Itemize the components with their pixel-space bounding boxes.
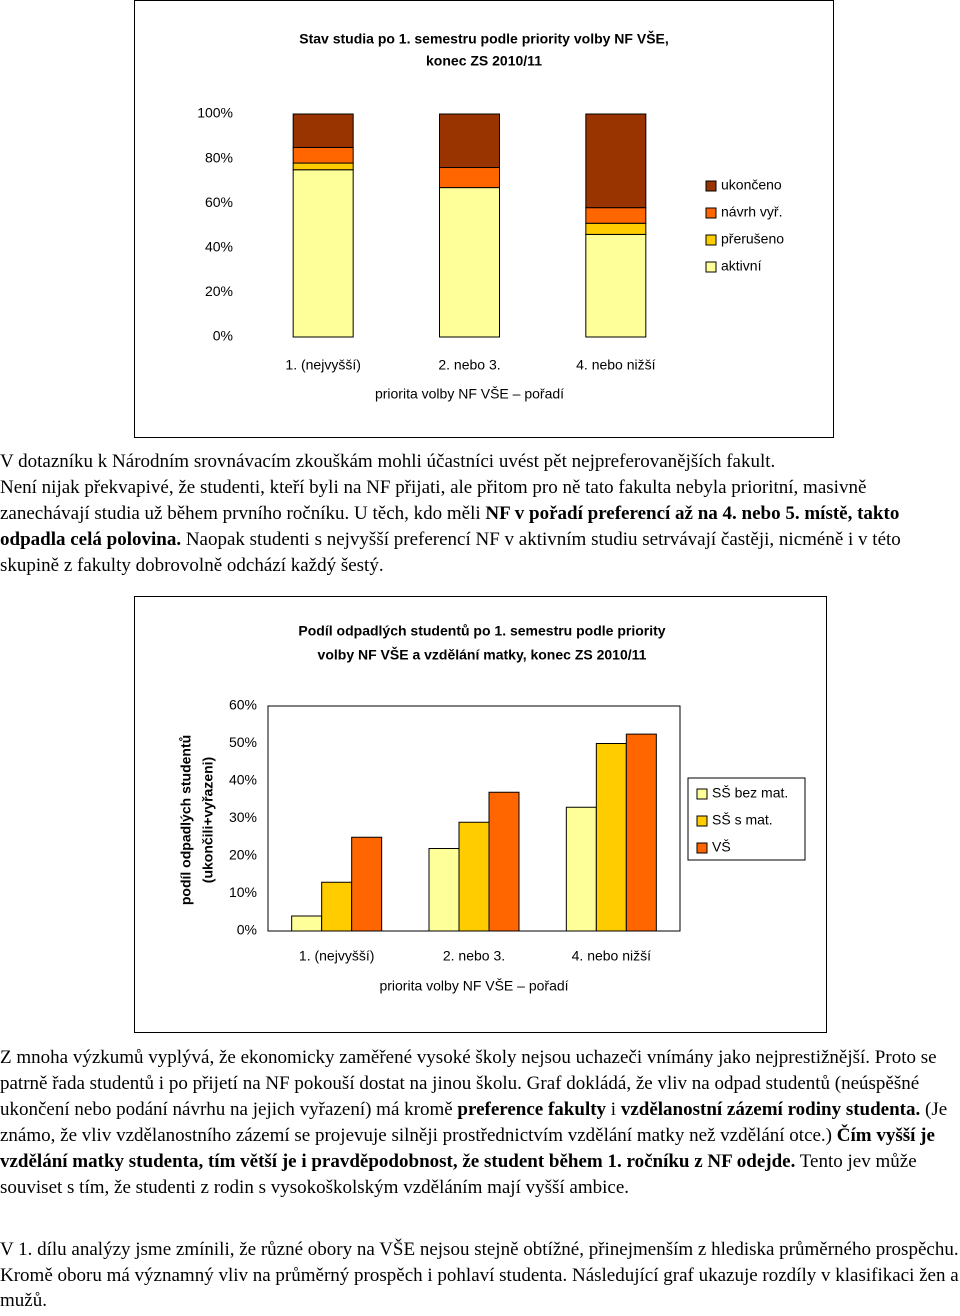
legend-swatch xyxy=(705,234,717,246)
legend-label: přerušeno xyxy=(721,231,784,247)
text-run: (Je známo, že vliv vzdělanostního zázemí… xyxy=(0,1099,948,1146)
y-tick-label: 80% xyxy=(205,149,233,165)
bar-segment xyxy=(292,169,354,338)
legend-label: aktivní xyxy=(721,258,762,274)
text-run: Není nijak překvapivé, že studenti, kteř… xyxy=(0,477,867,524)
y-tick-label: 30% xyxy=(229,809,257,825)
text-run: i xyxy=(606,1099,621,1120)
bar-segment xyxy=(585,207,647,224)
chart-frame xyxy=(134,0,834,438)
legend-label: SŠ s mat. xyxy=(712,812,773,828)
legend-label: ukončeno xyxy=(721,177,782,193)
chart-status: Stav studia po 1. semestru podle priorit… xyxy=(134,0,834,438)
y-axis-label: podíl odpadlých studentů xyxy=(178,735,194,905)
bar-segment xyxy=(585,113,647,209)
bar xyxy=(488,791,520,932)
y-tick-label: 50% xyxy=(229,734,257,750)
text-run: Z mnoha výzkumů vyplývá, že ekonomicky z… xyxy=(0,1047,937,1120)
legend-label: VŠ xyxy=(712,839,731,855)
chart-dropout: Podíl odpadlých studentů po 1. semestru … xyxy=(134,596,827,1033)
bar xyxy=(291,915,323,932)
x-tick-label: 2. nebo 3. xyxy=(443,948,505,964)
x-tick-label: 4. nebo nižší xyxy=(576,357,655,373)
bar xyxy=(565,806,597,932)
bar xyxy=(351,836,383,932)
text-run: NF v pořadí preferencí až na 4. nebo 5. … xyxy=(0,503,900,550)
x-tick-label: 4. nebo nižší xyxy=(572,948,651,964)
y-axis-label: (ukončili+vyřazeni) xyxy=(200,757,216,883)
bar-segment xyxy=(439,113,500,169)
text-run: vzdělanostní zázemí rodiny studenta. xyxy=(620,1099,921,1120)
bar-segment xyxy=(292,162,354,171)
y-tick-label: 60% xyxy=(205,194,233,210)
y-tick-label: 0% xyxy=(213,328,233,344)
paragraph: V 1. dílu analýzy jsme zmínili, že různé… xyxy=(0,1237,960,1314)
y-tick-label: 10% xyxy=(229,884,257,900)
text-run: Naopak studenti s nejvyšší preferencí NF… xyxy=(0,529,901,576)
chart-title: Stav studia po 1. semestru podle priorit… xyxy=(299,30,669,47)
text-run: V dotazníku k Národním srovnávacím zkouš… xyxy=(0,451,776,472)
legend-label: návrh vyř. xyxy=(721,204,782,220)
legend-swatch xyxy=(696,815,708,827)
y-tick-label: 40% xyxy=(205,239,233,255)
x-axis-label: priorita volby NF VŠE – pořadí xyxy=(375,386,564,402)
bar xyxy=(321,881,353,932)
legend-swatch xyxy=(696,788,708,800)
bar-segment xyxy=(292,113,354,148)
bar-segment xyxy=(585,222,647,235)
y-tick-label: 20% xyxy=(229,847,257,863)
text-run: Čím vyšší je vzdělání matky studenta, tí… xyxy=(0,1125,935,1172)
bar-segment xyxy=(585,233,647,338)
text-run: Tento jev může souviset s tím, že studen… xyxy=(0,1151,917,1198)
bar xyxy=(625,733,657,932)
chart-title: Podíl odpadlých studentů po 1. semestru … xyxy=(298,623,665,639)
y-tick-label: 0% xyxy=(237,922,257,938)
bar xyxy=(458,821,490,932)
legend-frame xyxy=(687,777,806,861)
paragraph: Není nijak překvapivé, že studenti, kteř… xyxy=(0,475,960,579)
chart-frame xyxy=(134,596,827,1033)
legend-swatch xyxy=(705,180,717,192)
x-tick-label: 1. (nejvyšší) xyxy=(285,357,360,373)
bar xyxy=(595,743,627,932)
legend-label: SŠ bez mat. xyxy=(712,785,788,801)
legend-swatch xyxy=(705,207,717,219)
text-run: preference fakulty xyxy=(457,1099,607,1120)
paragraph: Z mnoha výzkumů vyplývá, že ekonomicky z… xyxy=(0,1045,960,1201)
y-tick-label: 60% xyxy=(229,697,257,713)
y-tick-label: 20% xyxy=(205,283,233,299)
x-axis-label: priorita volby NF VŠE – pořadí xyxy=(379,978,568,994)
legend-swatch xyxy=(696,842,708,854)
y-tick-label: 100% xyxy=(197,105,233,121)
chart-title: volby NF VŠE a vzdělání matky, konec ZS … xyxy=(318,646,647,663)
bar-segment xyxy=(292,146,354,164)
bar xyxy=(428,848,460,932)
legend-swatch xyxy=(705,261,717,273)
paragraph: V dotazníku k Národním srovnávacím zkouš… xyxy=(0,449,960,475)
bar-segment xyxy=(439,167,500,189)
x-tick-label: 2. nebo 3. xyxy=(438,357,500,373)
x-tick-label: 1. (nejvyšší) xyxy=(299,948,374,964)
chart-title: konec ZS 2010/11 xyxy=(426,53,542,69)
y-tick-label: 40% xyxy=(229,772,257,788)
bar-segment xyxy=(439,187,500,338)
text-run: V 1. dílu analýzy jsme zmínili, že různé… xyxy=(0,1239,959,1311)
